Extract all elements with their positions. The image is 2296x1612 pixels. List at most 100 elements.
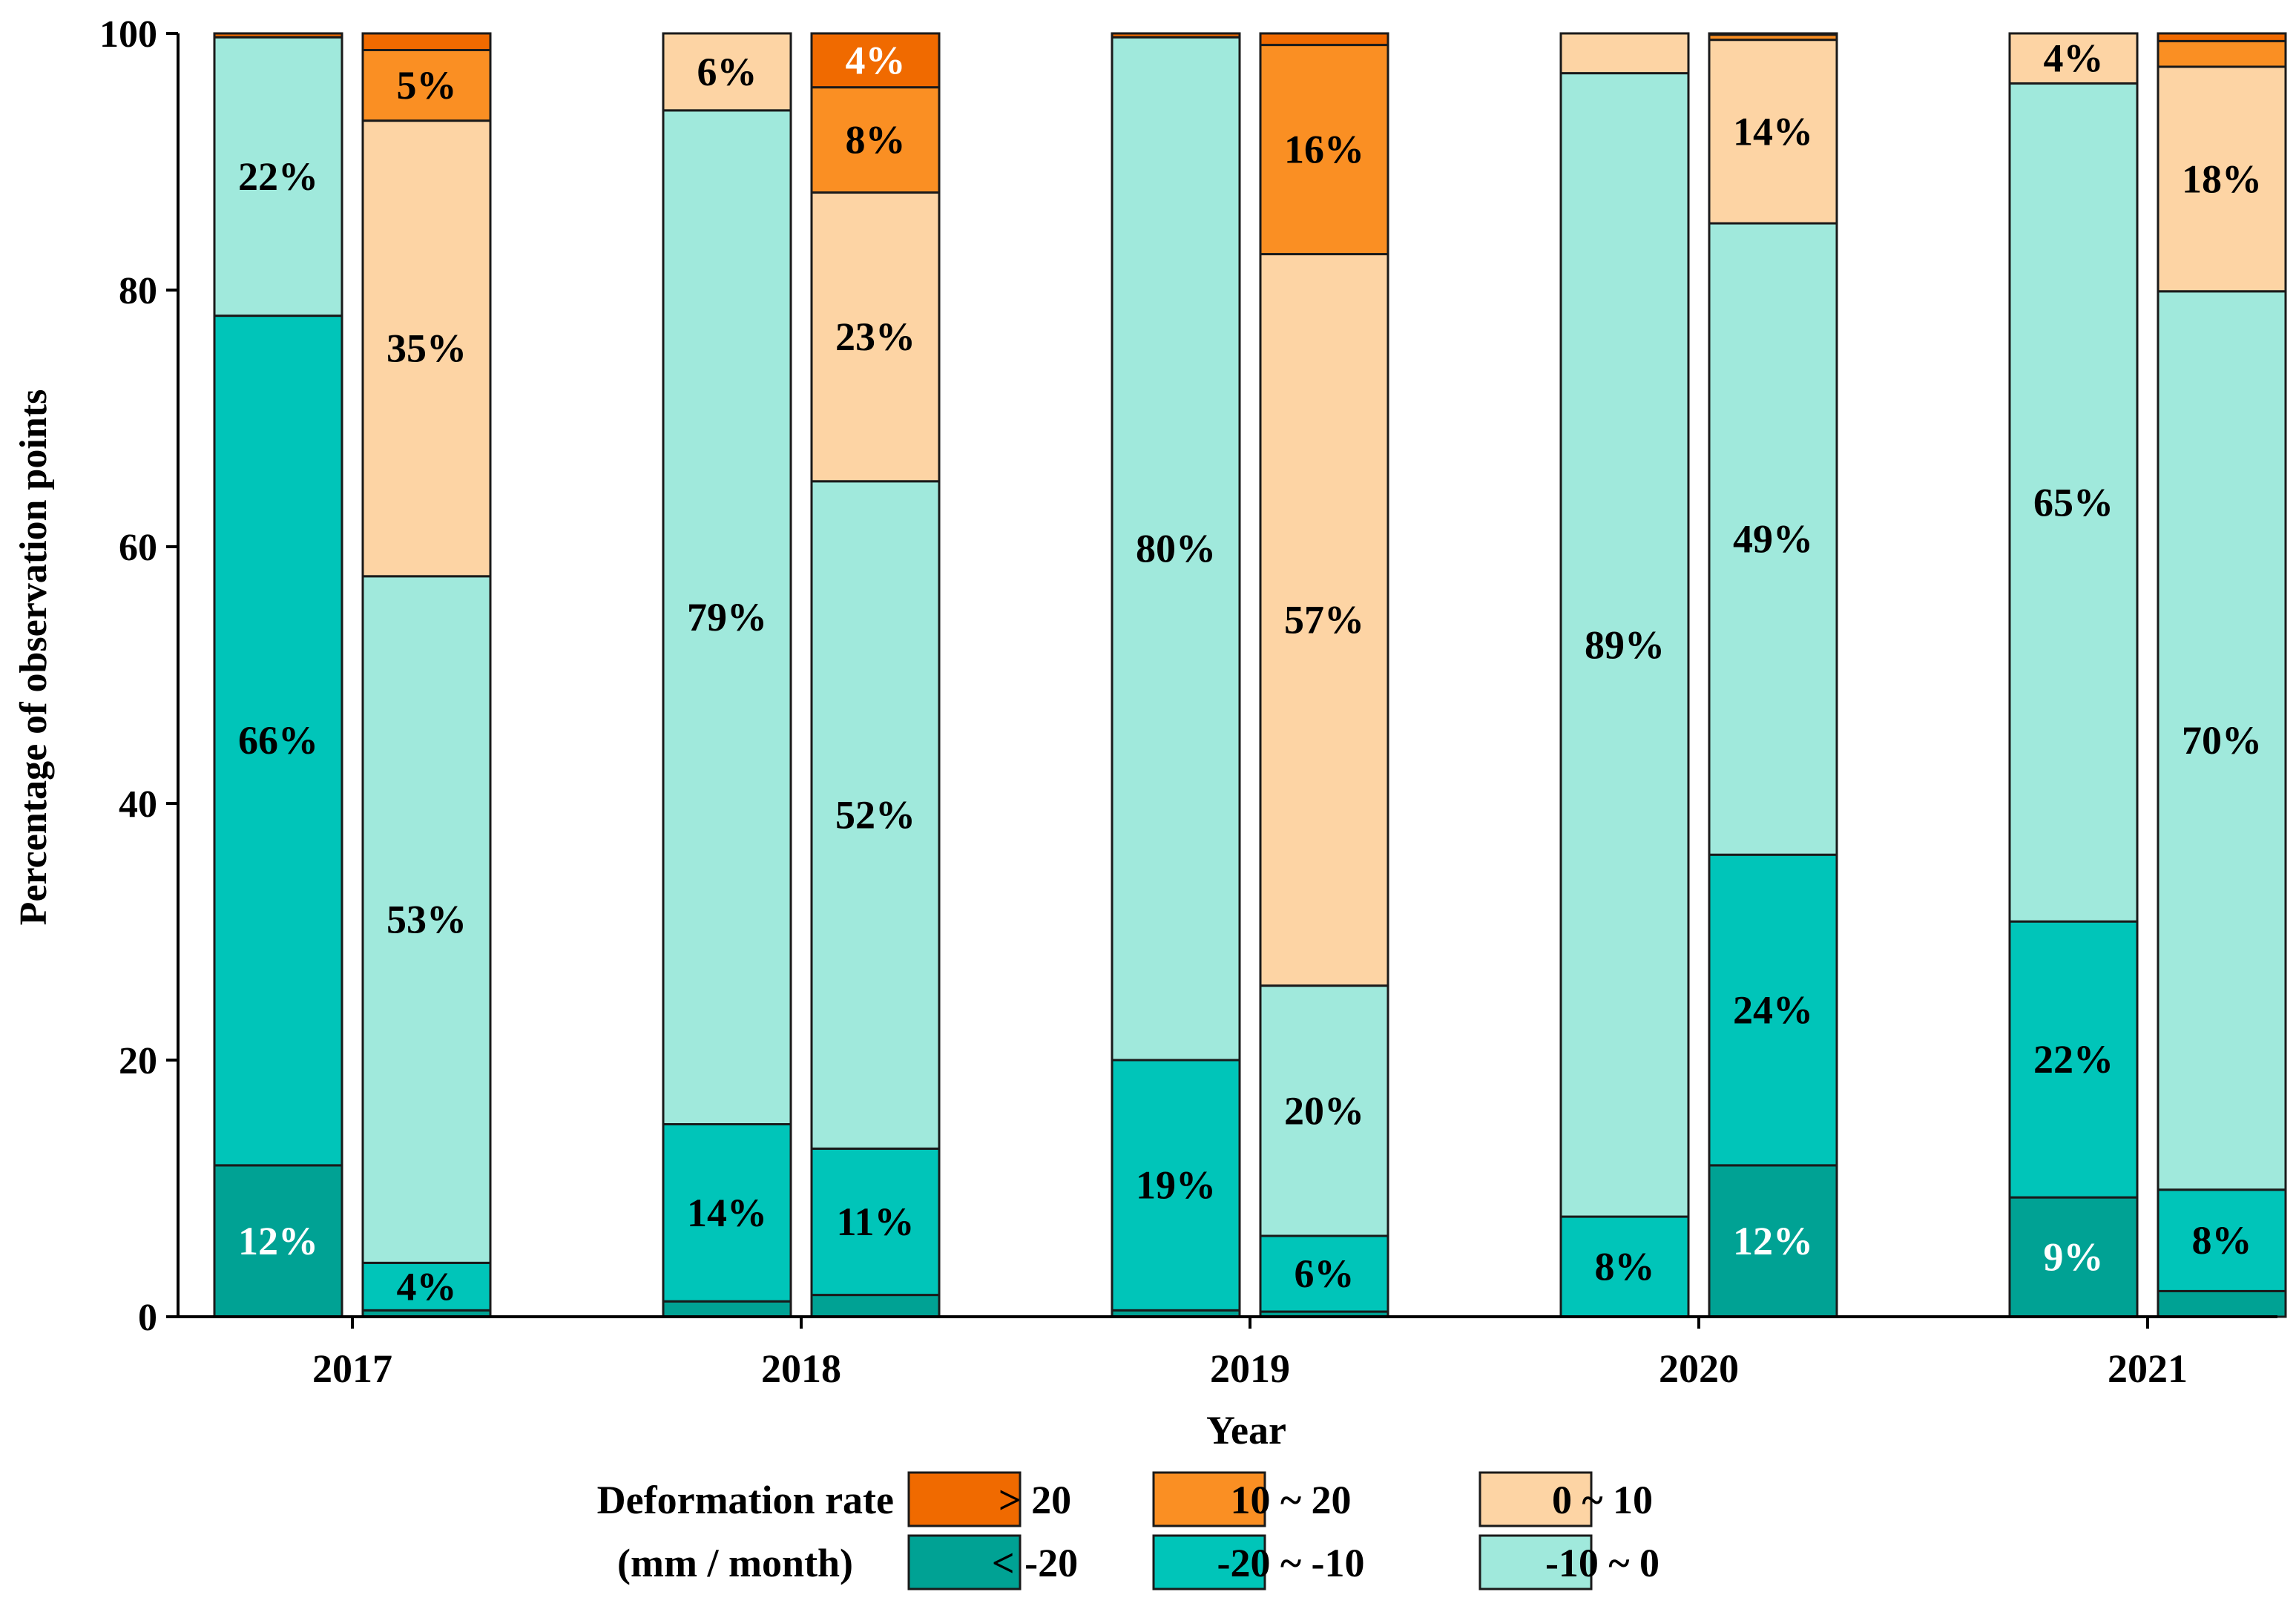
data-label: 8% [2192, 1218, 2252, 1263]
bar-segment [213, 32, 343, 39]
bar-segment [1559, 72, 1690, 1218]
legend-label: -20 ~ -10 [1217, 1541, 1364, 1585]
bar-segment [2157, 1289, 2287, 1318]
data-label: 4% [2044, 36, 2104, 81]
data-label: 22% [2033, 1037, 2114, 1082]
bar-segment [1259, 1234, 1389, 1313]
bar-segment [361, 32, 492, 51]
legend-label: < -20 [992, 1541, 1078, 1585]
bar-segment [1708, 853, 1838, 1167]
legend-label: -10 ~ 0 [1545, 1541, 1659, 1585]
data-label: 35% [386, 326, 467, 371]
bar-segment [2157, 32, 2287, 42]
data-label: 14% [687, 1191, 767, 1235]
legend: Deformation rate (mm / month) > 20 10 ~ 2… [597, 1471, 1659, 1590]
data-label: 16% [1284, 128, 1364, 172]
bar-segment [662, 109, 792, 1125]
bar-segment [1111, 1059, 1241, 1312]
legend-swatch [1478, 1471, 1593, 1527]
bar-segment [2157, 1188, 2287, 1292]
data-label: 12% [1733, 1219, 1813, 1263]
data-label: 65% [2033, 480, 2114, 524]
legend-label: 10 ~ 20 [1230, 1478, 1351, 1522]
bar-segment [361, 1261, 492, 1312]
bar-segment [2008, 1196, 2139, 1318]
y-tick-label: 40 [119, 783, 157, 826]
data-label: 66% [238, 718, 318, 763]
data-label: 6% [697, 50, 757, 94]
bar-segment [1708, 222, 1838, 856]
data-label: 11% [836, 1200, 914, 1244]
data-label: 18% [2182, 157, 2262, 201]
legend-swatch [1478, 1534, 1593, 1590]
bar-segment [1259, 32, 1389, 47]
bar-segment [1559, 1215, 1690, 1318]
bar-segment [810, 480, 941, 1150]
bar-segment [1259, 253, 1389, 987]
data-label: 12% [238, 1219, 318, 1263]
bar-segment [2008, 920, 2139, 1199]
x-tick-label: 2017 [312, 1346, 392, 1391]
bar-segment [2008, 32, 2139, 85]
y-tick-label: 80 [119, 270, 157, 312]
bar-segment [1259, 984, 1389, 1237]
data-label: 80% [1136, 527, 1216, 571]
bar-segment [361, 119, 492, 578]
data-label: 19% [1136, 1163, 1216, 1208]
legend-swatch [907, 1471, 1022, 1527]
x-axis-title: Year [1206, 1408, 1286, 1453]
data-label: 8% [846, 118, 906, 162]
data-label: 52% [835, 793, 915, 838]
bar-segment [662, 1123, 792, 1303]
bar-segment [361, 48, 492, 122]
data-labels-layer: 12% 66% 22% 4% 53% 35% 5% 14% 79% 6% 11% 52% 23% 8% 4%… [238, 36, 2262, 1309]
bar-segment [2157, 39, 2287, 68]
data-label: 49% [1733, 517, 1813, 562]
bar-segment [213, 315, 343, 1167]
bar-segment [2157, 290, 2287, 1191]
bar-segment [810, 1294, 941, 1318]
x-tick-label: 2019 [1210, 1346, 1290, 1391]
bar-segment [662, 1300, 792, 1318]
data-label: 23% [835, 315, 915, 359]
bar-segment [1559, 32, 1690, 75]
x-tick-label: 2020 [1659, 1346, 1739, 1391]
bar-segment [810, 32, 941, 89]
x-tick-label: 2018 [761, 1346, 841, 1391]
bar-segment [810, 191, 941, 483]
data-label: 14% [1733, 109, 1813, 154]
y-tick-label: 100 [99, 13, 157, 56]
legend-swatch [1152, 1534, 1266, 1590]
data-label: 4% [846, 38, 906, 82]
data-label: 79% [687, 595, 767, 639]
y-tick-label: 60 [119, 527, 157, 569]
bar-segment [810, 1147, 941, 1297]
data-label: 8% [1595, 1245, 1655, 1289]
bar-segment [810, 86, 941, 194]
data-label: 5% [397, 63, 457, 108]
data-label: 89% [1585, 622, 1665, 667]
bar-segment [1708, 1164, 1838, 1318]
y-tick-label: 0 [138, 1297, 157, 1339]
data-label: 22% [238, 154, 318, 199]
legend-label: 0 ~ 10 [1552, 1478, 1653, 1522]
axes-layer: 0 20 40 60 80 100 2017 2018 2019 2020 2021 [99, 13, 2277, 1391]
legend-label: > 20 [999, 1478, 1071, 1522]
data-label: 4% [397, 1264, 457, 1309]
data-label: 57% [1284, 598, 1364, 642]
bar-segment [2157, 65, 2287, 293]
x-tick-label: 2021 [2108, 1346, 2188, 1391]
legend-title: Deformation rate [597, 1478, 894, 1522]
data-label: 53% [386, 898, 467, 942]
data-label: 9% [2044, 1235, 2104, 1280]
bar-segment [662, 32, 792, 112]
data-label: 20% [1284, 1088, 1364, 1133]
bar-segment [1708, 32, 1838, 36]
bar-segment [1259, 44, 1389, 256]
bars-layer [213, 32, 2287, 1318]
bar-segment [213, 1164, 343, 1318]
data-label: 70% [2182, 718, 2262, 763]
bar-segment [1111, 36, 1241, 1062]
